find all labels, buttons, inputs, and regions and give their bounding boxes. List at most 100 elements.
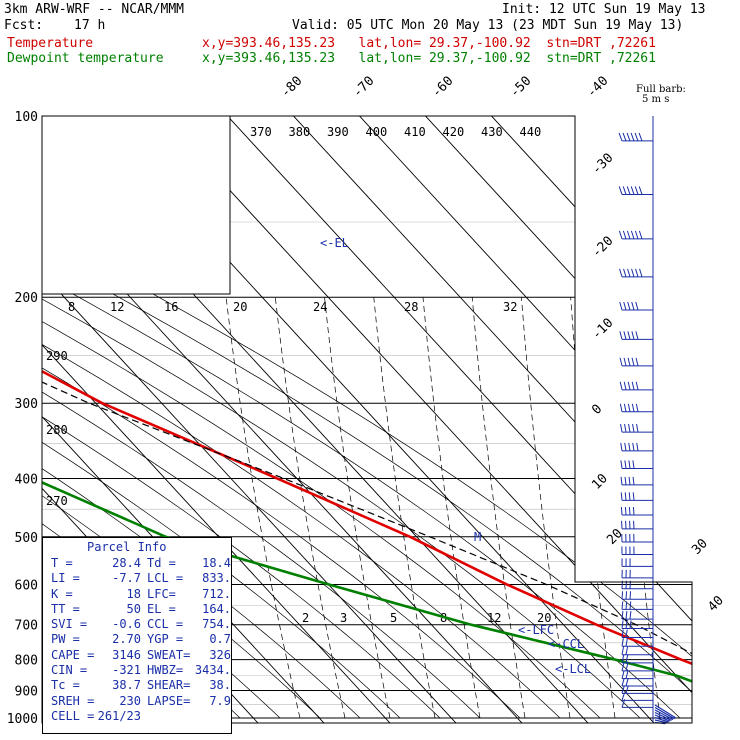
isotherm-tick-label: -80: [278, 74, 305, 101]
wind-barb-flag: [621, 654, 625, 664]
mixing-ratio-label: 20: [537, 611, 551, 625]
parcel-info-cell: 2.70: [112, 632, 141, 647]
model-title: 3km ARW-WRF -- NCAR/MMM: [4, 2, 185, 17]
parcel-info-cell: K =: [51, 586, 73, 601]
wind-barb-flag: [635, 381, 639, 390]
wind-barb-flag: [624, 423, 627, 433]
pressure-tick-label: 700: [15, 619, 38, 634]
wind-barb-flag: [624, 476, 627, 485]
wind-barb-flag: [627, 268, 631, 277]
wind-barb-flag: [631, 381, 635, 390]
wind-barb-flag: [623, 357, 627, 366]
parcel-info-cell: LAPSE=: [147, 693, 191, 708]
parcel-info-cell: CELL =: [51, 708, 95, 723]
wind-barb-flag: [624, 506, 627, 516]
pressure-tick-label: 600: [15, 578, 38, 593]
dry-adiabat-line: [42, 116, 681, 719]
parcel-info-cell: LFC=: [147, 586, 176, 601]
wind-barb-flag: [628, 506, 631, 516]
wind-barb-surface: [654, 716, 669, 723]
wind-barb-flag: [638, 186, 643, 195]
wind-barb-flag: [627, 301, 631, 311]
theta-left-tick-label: 290: [46, 349, 68, 363]
parcel-info-row: CELL = 261/23: [43, 709, 231, 724]
wind-barb-flag: [634, 132, 639, 142]
temperature-line: [42, 116, 692, 713]
parcel-info-cell: 261/23: [97, 708, 141, 723]
wind-barb-flag: [621, 620, 624, 629]
pressure-tick-label: 100: [15, 110, 38, 125]
wind-barb-flag: [626, 132, 631, 142]
wind-scale-label: Full barb:: [636, 84, 686, 95]
parcel-info-cell: HWBZ=: [147, 663, 184, 678]
isotherm-line: [465, 116, 692, 723]
wind-barb-flag: [636, 423, 639, 433]
moist-adiabat-line: [274, 297, 346, 719]
wind-barb-flag: [636, 442, 639, 451]
wind-barb-flag: [621, 629, 624, 638]
moist-adiabat-line: [570, 297, 616, 719]
isotherm-line: [267, 116, 692, 723]
annotation-label: <-CCL: [548, 637, 584, 651]
isotherm-tick-label: -50: [507, 74, 534, 101]
wind-barb-flag: [621, 670, 625, 679]
valid-time: Valid: 05 UTC Mon 20 May 13 (23 MDT Sun …: [292, 18, 684, 33]
theta-left-tick-label: 280: [46, 423, 68, 437]
parcel-info-row: TT = 50 EL = 164.: [43, 602, 231, 617]
wind-barb-flag: [618, 186, 623, 195]
isotherm-tick-label: -20: [589, 234, 616, 261]
dewpoint-legend-info: x,y=393.46,135.23 lat,lon= 29.37,-100.92…: [202, 51, 656, 66]
hodograph-speed-label: 8: [68, 300, 75, 314]
wind-barb-flag: [632, 460, 635, 469]
wind-barb-flag: [622, 132, 627, 142]
wind-barb-flag: [632, 506, 635, 516]
wind-barb-flag: [621, 601, 624, 610]
annotation-label: <-LFC: [518, 623, 554, 637]
isotherm-tick-label: -70: [350, 74, 377, 101]
wind-barb-flag: [629, 620, 632, 629]
wind-barb-flag: [639, 268, 643, 277]
annotation-label: <-EL: [320, 236, 349, 250]
wind-barb-flag: [631, 403, 635, 412]
parcel-info-cell: LCL =: [147, 571, 184, 586]
wind-barb-flag: [638, 230, 643, 240]
wind-barb-flag: [621, 692, 626, 701]
wind-barbs: [618, 116, 677, 725]
wind-barb-flag: [620, 442, 623, 451]
wind-barb-flag: [623, 331, 627, 340]
parcel-info-cell: 164.: [202, 601, 231, 616]
isotherm-tick-label: 0: [589, 402, 605, 418]
wind-barb-flag: [628, 460, 631, 469]
parcel-info-row: SREH = 230 LAPSE= 7.9: [43, 694, 231, 709]
isotherm-tick-label: -30: [589, 151, 616, 178]
wind-barb-flag: [625, 591, 628, 600]
wind-barb-flag: [632, 492, 635, 501]
theta-tick-label: 410: [404, 125, 426, 139]
theta-tick-label: 420: [443, 125, 465, 139]
dry-adiabat-line: [42, 116, 641, 719]
parcel-info-cell: 833.: [202, 571, 231, 586]
isotherm-line: [42, 116, 398, 723]
isotherm-line: [399, 116, 692, 723]
wind-barb-flag: [625, 685, 629, 694]
wind-barb-flag: [628, 442, 631, 451]
wind-barb-flag: [625, 662, 629, 671]
parcel-info-row: LI = -7.7 LCL = 833.: [43, 571, 231, 586]
dewpoint-line: [42, 116, 692, 713]
parcel-info-cell: 7.9: [209, 693, 231, 708]
wind-barb-flag: [627, 381, 631, 390]
mixing-ratio-label: 5: [390, 611, 397, 625]
hodograph-speed-label: 16: [164, 300, 178, 314]
wind-barb-flag: [628, 476, 631, 485]
theta-left-tick-label: 270: [46, 494, 68, 508]
dry-adiabat-line: [42, 116, 481, 719]
parcel-info-cell: 3146: [112, 647, 141, 662]
parcel-info-row: SVI = -0.6 CCL = 754.: [43, 617, 231, 632]
parcel-info-cell: 18.4: [202, 556, 231, 570]
wind-barb-flag: [619, 331, 623, 340]
hodograph-speed-label: 12: [110, 300, 124, 314]
sounding-series: [42, 116, 692, 713]
wind-barb-flag: [625, 611, 628, 620]
dry-adiabat-line: [42, 116, 521, 719]
isotherm-tick-label: 10: [589, 471, 611, 493]
